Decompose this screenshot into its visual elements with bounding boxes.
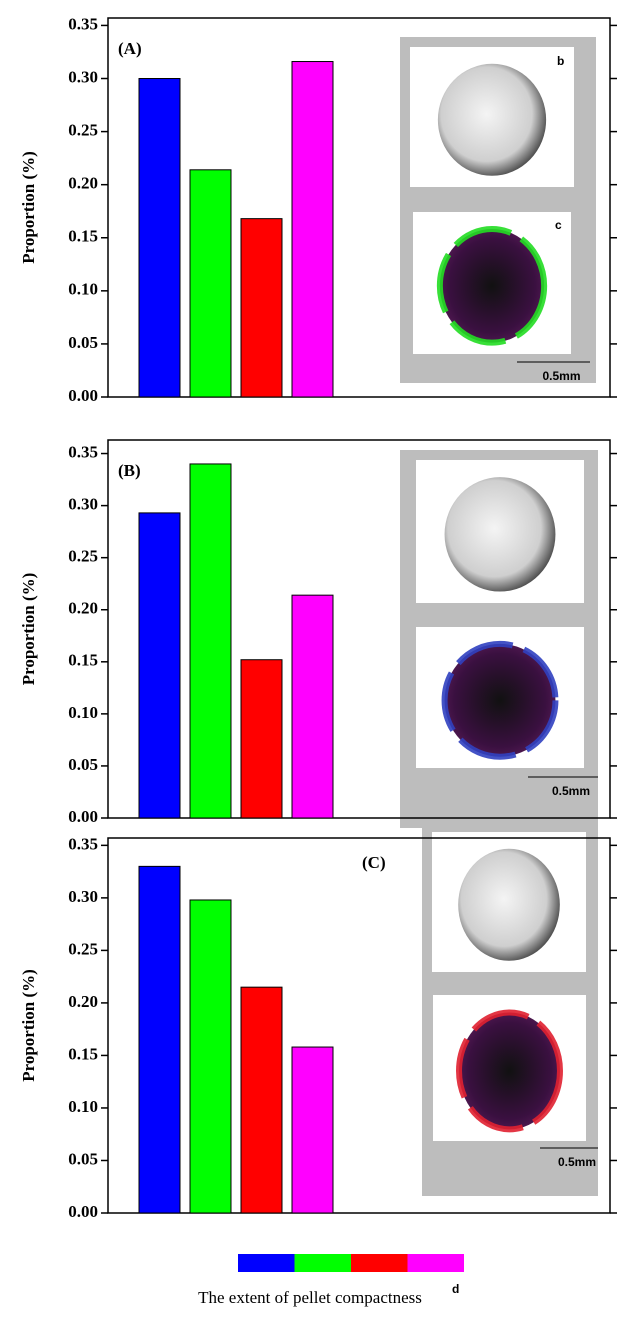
y-tick-label: 0.30 <box>68 67 98 86</box>
y-tick-label: 0.15 <box>68 227 98 246</box>
bar <box>138 865 181 1214</box>
bar <box>138 512 181 819</box>
plot-frame <box>107 837 611 1214</box>
y-tick-label: 0.25 <box>68 939 98 958</box>
bar <box>240 659 283 819</box>
y-tick-label: 0.35 <box>68 442 98 461</box>
panel-label: (A) <box>118 39 142 58</box>
inset-label: c <box>555 218 562 232</box>
bar <box>291 1046 334 1214</box>
bar <box>291 61 334 398</box>
y-tick-label: 0.00 <box>68 1202 98 1221</box>
y-tick-label: 0.00 <box>68 807 98 826</box>
y-tick-label: 0.15 <box>68 651 98 670</box>
bar <box>189 899 232 1214</box>
bar <box>189 169 232 398</box>
y-tick-label: 0.10 <box>68 1097 98 1116</box>
bar <box>240 986 283 1214</box>
y-axis-label: Proportion (%) <box>19 151 38 264</box>
y-tick-label: 0.20 <box>68 599 98 618</box>
legend-note: d <box>452 1282 459 1296</box>
pellet-image <box>444 477 556 592</box>
bar <box>291 594 334 819</box>
y-tick-label: 0.05 <box>68 333 98 352</box>
panel-label: (B) <box>118 461 141 480</box>
plot-frame <box>107 439 611 819</box>
bar <box>240 218 283 398</box>
y-tick-label: 0.25 <box>68 547 98 566</box>
panel-label: (C) <box>362 853 386 872</box>
y-tick-label: 0.35 <box>68 834 98 853</box>
legend-swatch <box>294 1254 351 1272</box>
bar <box>189 463 232 819</box>
y-tick-label: 0.10 <box>68 280 98 299</box>
legend-swatch <box>238 1254 295 1272</box>
pellet-image <box>437 63 547 176</box>
y-axis-label: Proportion (%) <box>19 573 38 686</box>
scale-bar-label: 0.5mm <box>552 784 590 798</box>
y-tick-label: 0.30 <box>68 495 98 514</box>
legend-swatch <box>351 1254 408 1272</box>
y-tick-label: 0.30 <box>68 887 98 906</box>
y-tick-label: 0.20 <box>68 174 98 193</box>
y-tick-label: 0.00 <box>68 386 98 405</box>
plot-frame <box>107 17 611 398</box>
pellet-map <box>436 226 548 346</box>
y-tick-label: 0.15 <box>68 1044 98 1063</box>
legend-swatch <box>407 1254 464 1272</box>
y-tick-label: 0.25 <box>68 121 98 140</box>
bar <box>138 78 181 398</box>
y-tick-label: 0.20 <box>68 992 98 1011</box>
pellet-map <box>456 1009 563 1133</box>
scale-bar-label: 0.5mm <box>558 1155 596 1169</box>
scale-bar-label: 0.5mm <box>542 369 580 383</box>
y-axis-label: Proportion (%) <box>19 969 38 1082</box>
y-tick-label: 0.05 <box>68 1149 98 1168</box>
y-tick-label: 0.35 <box>68 14 98 33</box>
pellet-map <box>441 640 559 760</box>
y-tick-label: 0.05 <box>68 755 98 774</box>
inset-label: b <box>557 54 564 68</box>
legend-label: The extent of pellet compactness <box>198 1288 422 1307</box>
y-tick-label: 0.10 <box>68 703 98 722</box>
pellet-image <box>458 848 560 961</box>
